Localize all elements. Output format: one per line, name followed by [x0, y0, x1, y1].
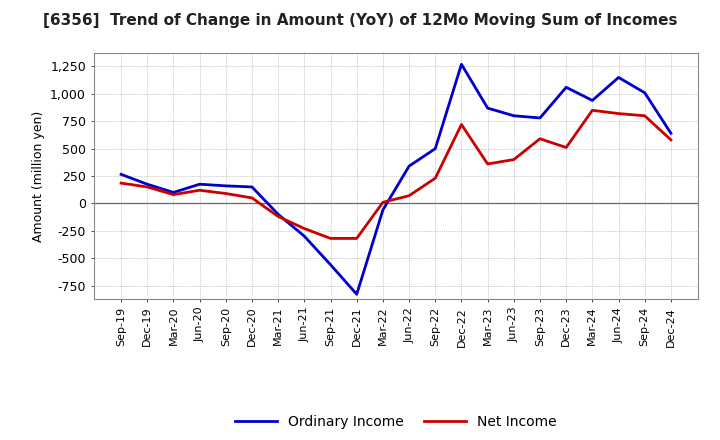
Ordinary Income [536, 115, 544, 121]
Ordinary Income [326, 262, 335, 268]
Net Income [510, 157, 518, 162]
Ordinary Income [300, 234, 309, 239]
Ordinary Income [248, 184, 256, 190]
Net Income [326, 236, 335, 241]
Net Income [405, 193, 413, 198]
Ordinary Income [640, 90, 649, 95]
Ordinary Income [562, 84, 570, 90]
Ordinary Income [431, 146, 440, 151]
Ordinary Income [352, 292, 361, 297]
Ordinary Income [483, 106, 492, 111]
Net Income [640, 113, 649, 118]
Ordinary Income [667, 131, 675, 136]
Net Income [274, 214, 282, 219]
Net Income [169, 192, 178, 197]
Text: [6356]  Trend of Change in Amount (YoY) of 12Mo Moving Sum of Incomes: [6356] Trend of Change in Amount (YoY) o… [42, 13, 678, 28]
Net Income [195, 187, 204, 193]
Ordinary Income [117, 172, 125, 177]
Net Income [614, 111, 623, 116]
Ordinary Income [588, 98, 597, 103]
Line: Ordinary Income: Ordinary Income [121, 64, 671, 294]
Net Income [562, 145, 570, 150]
Net Income [248, 195, 256, 201]
Ordinary Income [405, 164, 413, 169]
Net Income [667, 137, 675, 143]
Ordinary Income [195, 182, 204, 187]
Net Income [457, 122, 466, 127]
Y-axis label: Amount (million yen): Amount (million yen) [32, 110, 45, 242]
Ordinary Income [169, 190, 178, 195]
Net Income [222, 191, 230, 196]
Ordinary Income [274, 212, 282, 217]
Net Income [352, 236, 361, 241]
Net Income [300, 226, 309, 231]
Ordinary Income [510, 113, 518, 118]
Net Income [117, 180, 125, 186]
Net Income [483, 161, 492, 167]
Legend: Ordinary Income, Net Income: Ordinary Income, Net Income [230, 410, 562, 435]
Net Income [379, 200, 387, 205]
Net Income [143, 184, 152, 190]
Ordinary Income [614, 75, 623, 80]
Ordinary Income [143, 182, 152, 187]
Ordinary Income [379, 207, 387, 213]
Net Income [536, 136, 544, 141]
Ordinary Income [222, 183, 230, 188]
Line: Net Income: Net Income [121, 110, 671, 238]
Net Income [431, 176, 440, 181]
Ordinary Income [457, 62, 466, 67]
Net Income [588, 108, 597, 113]
